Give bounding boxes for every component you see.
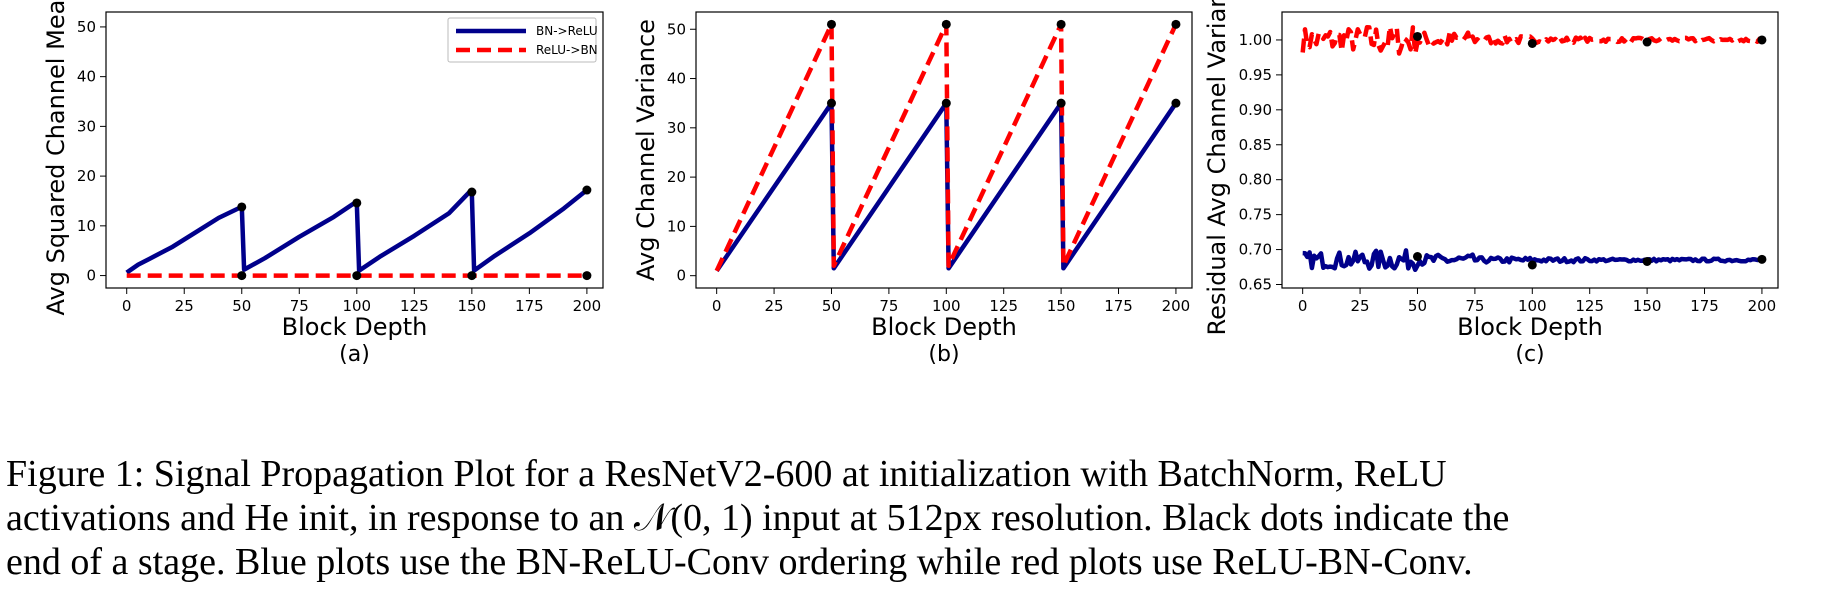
chart-1: 0 25 50 75 100 125 150 175 200 0 10 20 30 40 50 Block D…: [42, 0, 604, 367]
stage-end-marker: [1171, 98, 1181, 108]
stage-end-marker: [1171, 19, 1181, 29]
x-axis-label: Block Depth: [282, 313, 428, 341]
y-tick-label: 1.00: [1239, 31, 1272, 49]
x-tick-label: 0: [712, 297, 722, 315]
x-tick-label: 150: [1633, 297, 1662, 315]
y-tick-label: 40: [77, 68, 96, 86]
subplot-label: (c): [1515, 342, 1544, 367]
caption-line-1: Figure 1: Signal Propagation Plot for a …: [6, 453, 1447, 495]
stage-end-marker: [582, 271, 592, 281]
figure: 0 25 50 75 100 125 150 175 200 0 10 20 30 40 50 Block D…: [42, 0, 1779, 367]
y-tick-label: 0.65: [1239, 276, 1272, 294]
y-tick-label: 30: [77, 117, 96, 135]
x-tick-label: 175: [515, 297, 544, 315]
x-tick-label: 100: [932, 297, 961, 315]
stage-end-marker: [237, 202, 247, 212]
x-tick-label: 200: [573, 297, 602, 315]
y-tick-label: 0.80: [1239, 171, 1272, 189]
stage-end-marker: [1412, 31, 1422, 41]
stage-end-marker: [1527, 260, 1537, 270]
y-tick-label: 20: [77, 167, 96, 185]
stage-end-marker: [1056, 19, 1066, 29]
y-tick-label: 10: [77, 217, 96, 235]
y-tick-label: 0.75: [1239, 206, 1272, 224]
x-tick-label: 50: [1408, 297, 1427, 315]
stage-end-marker: [1527, 38, 1537, 48]
x-axis-label: Block Depth: [1457, 313, 1603, 341]
y-axis-label: Residual Avg Channel Variance: [1203, 0, 1231, 335]
stage-end-marker: [582, 185, 592, 195]
stage-end-marker: [467, 271, 477, 281]
x-tick-label: 75: [879, 297, 898, 315]
x-tick-label: 200: [1748, 297, 1777, 315]
x-tick-label: 100: [342, 297, 371, 315]
x-tick-label: 0: [1298, 297, 1308, 315]
y-tick-label: 0.90: [1239, 101, 1272, 119]
x-tick-label: 200: [1162, 297, 1191, 315]
stage-end-marker: [1412, 252, 1422, 262]
series-line-relubn: [714, 22, 1178, 272]
y-tick-label: 10: [667, 217, 686, 235]
x-tick-label: 0: [122, 297, 132, 315]
y-tick-label: 40: [667, 70, 686, 88]
y-tick-label: 50: [667, 20, 686, 38]
x-tick-label: 25: [765, 297, 784, 315]
x-tick-label: 125: [1575, 297, 1604, 315]
x-tick-label: 75: [1465, 297, 1484, 315]
plot-area: [714, 22, 1178, 273]
stage-end-marker: [1757, 35, 1767, 45]
x-tick-label: 175: [1104, 297, 1133, 315]
legend-label: BN->ReLU: [536, 24, 598, 38]
stage-end-marker: [1056, 98, 1066, 108]
stage-end-marker: [1642, 256, 1652, 266]
stage-end-marker: [826, 98, 836, 108]
x-tick-label: 75: [290, 297, 309, 315]
legend-label: ReLU->BN: [536, 43, 598, 57]
x-tick-label: 125: [989, 297, 1018, 315]
caption-line-3: end of a stage. Blue plots use the BN-Re…: [6, 541, 1473, 583]
stage-end-marker: [1642, 37, 1652, 47]
y-tick-label: 0.70: [1239, 241, 1272, 259]
x-tick-label: 50: [232, 297, 251, 315]
subplot-label: (b): [928, 342, 959, 367]
chart-3: 0 25 50 75 100 125 150 175 200 0.65 0.70 0.75 0.80 0.…: [1203, 0, 1779, 367]
stage-end-marker: [467, 187, 477, 197]
stage-end-marker: [352, 198, 362, 208]
y-tick-label: 50: [77, 18, 96, 36]
caption-line-2: activations and He init, in response to …: [6, 497, 1510, 539]
y-tick-label: 0.95: [1239, 66, 1272, 84]
y-tick-label: 0.85: [1239, 136, 1272, 154]
stage-end-marker: [941, 98, 951, 108]
x-tick-label: 125: [400, 297, 429, 315]
y-tick-label: 30: [667, 119, 686, 137]
stage-end-marker: [826, 19, 836, 29]
plot-frame: [105, 11, 604, 289]
x-tick-label: 150: [458, 297, 487, 315]
stage-end-marker: [1757, 254, 1767, 264]
figure-caption: Figure 1: Signal Propagation Plot for a …: [6, 452, 1831, 584]
stage-end-marker: [352, 271, 362, 281]
series-line-relubn: [1300, 24, 1763, 56]
plot-area: [1300, 24, 1763, 273]
x-tick-label: 50: [822, 297, 841, 315]
x-tick-label: 25: [175, 297, 194, 315]
y-tick-label: 0: [86, 267, 96, 285]
plot-frame: [1281, 11, 1779, 289]
stage-end-marker: [237, 271, 247, 281]
subplot-label: (a): [339, 342, 370, 367]
y-axis-label: Avg Squared Channel Mean: [42, 0, 70, 315]
x-tick-label: 150: [1047, 297, 1076, 315]
x-tick-label: 175: [1690, 297, 1719, 315]
chart-2: 0 25 50 75 100 125 150 175 200 0 10 20 30 40 50 Block D…: [632, 11, 1193, 367]
x-tick-label: 25: [1351, 297, 1370, 315]
x-tick-label: 100: [1518, 297, 1547, 315]
plot-frame: [695, 11, 1193, 289]
legend: BN->ReLU ReLU->BN: [447, 17, 598, 63]
y-axis-label: Avg Channel Variance: [632, 19, 660, 281]
y-tick-label: 0: [676, 267, 686, 285]
y-tick-label: 20: [667, 168, 686, 186]
x-axis-label: Block Depth: [871, 313, 1017, 341]
stage-end-marker: [941, 19, 951, 29]
